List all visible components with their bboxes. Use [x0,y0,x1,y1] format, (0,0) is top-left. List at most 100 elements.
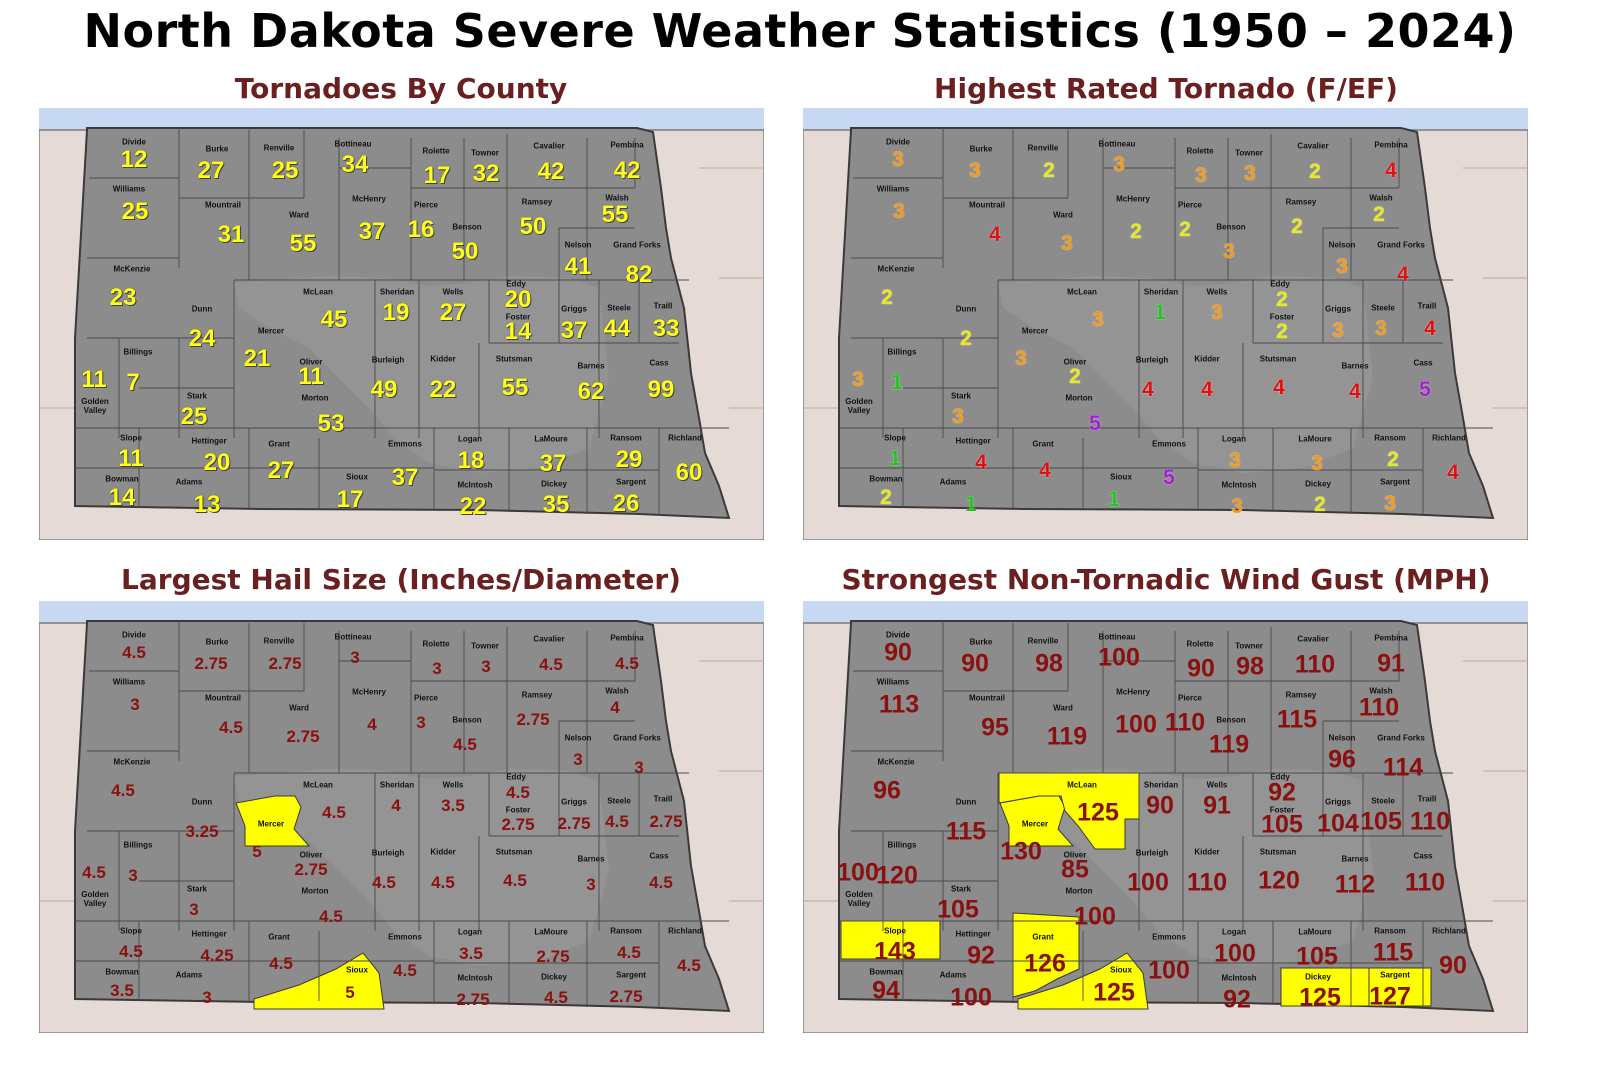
county-value-grand-forks: 114 [1382,753,1424,782]
county-label-dickey: Dickey [1305,479,1331,489]
county-label-mclean: McLean [303,287,333,297]
county-label-nelson: Nelson [1328,240,1356,250]
county-label-sioux: Sioux [1110,965,1132,975]
county-value-mcintosh: 22 [459,493,487,520]
county-value-adams: 3 [202,988,212,1007]
county-label-dickey: Dickey [541,479,567,489]
county-value-walsh: 4 [610,698,620,717]
county-value-mcintosh: 3 [1231,495,1243,518]
panel-title-hail: Largest Hail Size (Inches/Diameter) [121,563,681,596]
county-label-nelson: Nelson [564,240,592,250]
county-value-divide: 4.5 [122,643,146,662]
county-value-eddy: 20 [504,286,532,313]
county-value-griggs: 3 [1332,319,1344,342]
county-label-richland: Richland [668,433,702,443]
county-value-grand-forks: 82 [625,261,653,288]
county-value-burleigh: 4 [1142,378,1154,401]
county-value-bottineau: 3 [1113,153,1125,176]
county-label-sheridan: Sheridan [1143,287,1179,297]
county-value-sheridan: 19 [382,299,410,326]
county-value-williams: 113 [878,690,920,719]
county-value-mchenry: 2 [1130,220,1142,243]
county-value-billings: 3 [128,866,138,885]
county-label-bowman: Bowman [869,967,903,977]
county-value-cavalier: 4.5 [539,655,563,674]
county-value-lamoure: 3 [1311,452,1323,475]
county-value-wells: 3.5 [441,796,465,815]
county-label-burke: Burke [205,144,229,154]
county-value-barnes: 4 [1349,380,1361,403]
county-value-rolette: 3 [432,659,442,678]
county-label-lamoure: LaMoure [534,434,568,444]
county-value-ramsey: 2.75 [516,710,550,729]
county-value-cavalier: 2 [1309,160,1321,183]
county-value-mclean: 3 [1092,308,1104,331]
county-value-benson: 3 [1223,240,1235,263]
county-label-mckenzie: McKenzie [877,757,915,767]
county-value-grant: 4.5 [269,954,293,973]
county-label-bowman: Bowman [105,967,139,977]
county-label-burleigh: Burleigh [1135,355,1169,365]
county-label-mclean: McLean [1067,287,1097,297]
county-value-hettinger: 4 [975,451,987,474]
county-value-nelson: 41 [564,253,592,280]
county-value-towner: 3 [481,657,491,676]
county-label-mckenzie: McKenzie [113,757,151,767]
county-value-rolette: 17 [423,162,451,189]
county-label-wells: Wells [442,780,464,790]
county-label-barnes: Barnes [1341,361,1369,371]
county-value-golden-valley: 4.5 [82,863,106,882]
county-label-grant: Grant [268,439,290,449]
county-value-billings: 7 [126,369,140,396]
county-label-sargent: Sargent [616,970,646,980]
county-value-morton: 53 [317,410,345,437]
county-label-mcintosh: McIntosh [1221,480,1257,490]
county-value-burleigh: 49 [370,376,398,403]
county-value-cass: 4.5 [649,873,673,892]
county-value-sioux: 1 [1108,488,1120,511]
county-label-hettinger: Hettinger [955,929,991,939]
county-value-mchenry: 37 [358,218,386,245]
county-value-mountrail: 31 [217,221,245,248]
county-value-pierce: 3 [416,713,426,732]
county-value-stark: 105 [937,895,979,924]
county-label-stark: Stark [950,884,972,894]
county-value-pembina: 4.5 [615,654,639,673]
county-label-mcintosh: McIntosh [1221,973,1257,983]
county-value-traill: 110 [1409,807,1451,836]
county-value-richland: 90 [1439,951,1467,980]
county-value-sheridan: 90 [1146,791,1174,820]
county-value-mcintosh: 92 [1223,985,1251,1014]
county-label-adams: Adams [939,970,967,980]
county-label-barnes: Barnes [577,854,605,864]
county-value-ransom: 2 [1387,448,1399,471]
county-label-traill: Traill [1417,794,1437,804]
county-value-sheridan: 4 [391,796,401,815]
state-map-svg [39,108,764,540]
county-value-hettinger: 20 [203,449,231,476]
county-value-barnes: 3 [586,875,596,894]
county-label-renville: Renville [1027,143,1059,153]
county-label-nelson: Nelson [564,733,592,743]
county-label-rolette: Rolette [422,639,450,649]
county-value-griggs: 37 [560,317,588,344]
county-label-golden-valley: Golden Valley [81,397,109,415]
county-label-hettinger: Hettinger [191,929,227,939]
county-label-barnes: Barnes [577,361,605,371]
county-value-benson: 4.5 [453,735,477,754]
county-label-sioux: Sioux [346,472,368,482]
county-label-ramsey: Ramsey [1285,690,1317,700]
county-label-sargent: Sargent [1380,477,1410,487]
county-value-grant: 4 [1039,459,1051,482]
county-label-mercer: Mercer [257,819,285,829]
county-value-dunn: 115 [945,817,987,846]
county-label-dunn: Dunn [955,304,977,314]
county-value-nelson: 96 [1328,745,1356,774]
county-label-pierce: Pierce [1177,200,1203,210]
county-value-golden-valley: 3 [852,368,864,391]
county-value-morton: 100 [1074,902,1116,931]
county-label-divide: Divide [885,137,911,147]
county-value-burke: 90 [961,649,989,678]
county-value-foster: 105 [1261,810,1303,839]
county-value-dickey: 4.5 [544,988,568,1007]
